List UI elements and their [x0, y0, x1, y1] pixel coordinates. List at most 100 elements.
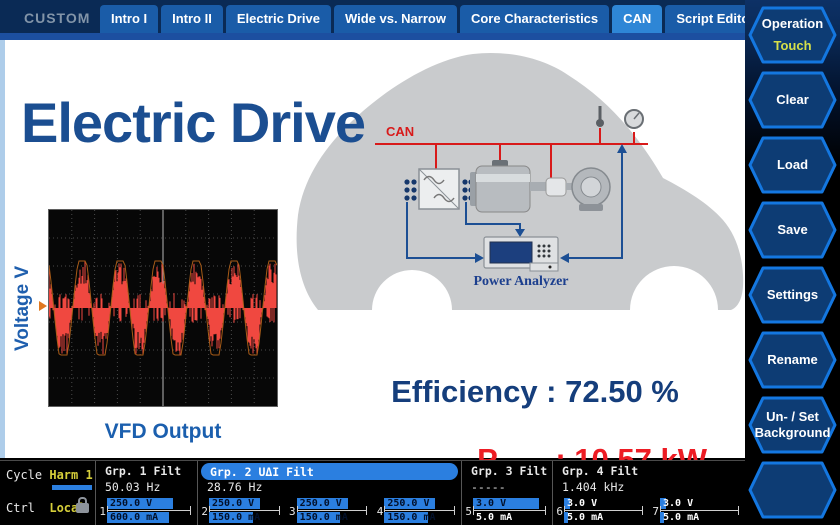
tab-intro-i[interactable]: Intro I — [100, 5, 159, 33]
button-load[interactable]: Load — [748, 136, 837, 194]
range-axis — [564, 506, 643, 515]
group-header[interactable]: Grp. 4 Filt — [562, 464, 639, 478]
tab-can[interactable]: CAN — [612, 5, 663, 33]
electric-motor — [470, 160, 546, 213]
button-label: Un- / Set — [766, 408, 819, 424]
soft-key-panel: Operation Touch Clear Load Save Settings Renam… — [745, 0, 840, 525]
range-axis — [660, 506, 739, 515]
current-range-value: 5.0 mA — [567, 512, 604, 523]
tab-wide-vs-narrow[interactable]: Wide vs. Narrow — [333, 5, 457, 33]
voltage-level-bar — [564, 498, 571, 509]
button-label: Load — [776, 156, 809, 172]
cycle-indicator-bar — [52, 485, 92, 490]
channel-range-lane: 250.0 V 150.0 mA — [384, 497, 456, 525]
shaft-coupling — [545, 177, 576, 197]
channel-number: 6 — [556, 504, 563, 518]
custom-mode-label: CUSTOM — [24, 10, 91, 26]
voltage-range-value: 250.0 V — [110, 498, 153, 509]
scope-trigger-marker-icon — [39, 301, 47, 311]
vfd-waveform-scope — [48, 209, 278, 407]
button-label: Rename — [767, 351, 818, 367]
channel-6-indicator: 6 3.0 V 5.0 mA — [553, 497, 649, 525]
hexagon-shape — [748, 201, 837, 259]
group-frequency: 28.76 Hz — [207, 480, 263, 494]
voltage-level-bar — [296, 498, 348, 509]
cycle-value: Harm 1 — [49, 468, 93, 482]
current-range-value: 600.0 mA — [110, 512, 159, 523]
hexagon-shape — [748, 6, 837, 64]
range-axis — [107, 506, 191, 515]
channel-number: 7 — [652, 504, 659, 518]
voltage-range-value: 250.0 V — [212, 498, 255, 509]
can-label: CAN — [386, 124, 414, 139]
efficiency-value: Efficiency : 72.50 % — [391, 374, 679, 409]
voltage-range-value: 250.0 V — [387, 498, 430, 509]
thermometer-icon — [596, 106, 604, 127]
button-settings[interactable]: Settings — [748, 266, 837, 324]
ctrl-label: Ctrl — [6, 501, 35, 515]
button-clear[interactable]: Clear — [748, 71, 837, 129]
wiring-group-3: Grp. 3 Filt ----- 5 3.0 V 5.0 mA — [461, 461, 552, 525]
voltage-level-bar — [384, 498, 436, 509]
header-bar: CUSTOM Intro I Intro II Electric Drive Wide… — [0, 0, 766, 40]
wiring-group-1: Grp. 1 Filt 50.03 Hz 1 250.0 V 600.0 mA — [95, 461, 197, 525]
channel-number: 3 — [289, 504, 296, 518]
button-save[interactable]: Save — [748, 201, 837, 259]
tab-core-characteristics[interactable]: Core Characteristics — [459, 5, 610, 33]
voltage-level-bar — [107, 498, 173, 509]
hexagon-shape — [748, 266, 837, 324]
channel-number: 4 — [376, 504, 384, 518]
channel-range-lane: 250.0 V 600.0 mA — [107, 497, 191, 525]
group-frequency: 1.404 kHz — [562, 480, 625, 494]
button-sublabel: Touch — [773, 37, 812, 53]
button-blank[interactable] — [748, 461, 837, 519]
channel-range-lane: 3.0 V 5.0 mA — [564, 497, 643, 525]
channel-4-indicator: 4 250.0 V 150.0 mA — [373, 497, 461, 525]
load-machine — [571, 167, 611, 211]
tab-electric-drive[interactable]: Electric Drive — [225, 5, 331, 33]
hexagon-shape — [748, 331, 837, 389]
tab-strip — [0, 33, 745, 40]
measurement-wires — [406, 148, 623, 259]
current-level-bar — [209, 512, 253, 523]
can-bus-line — [375, 128, 648, 180]
button-operation[interactable]: Operation Touch — [748, 6, 837, 64]
current-level-bar — [564, 512, 568, 523]
voltage-level-bar — [660, 498, 667, 509]
tab-intro-ii[interactable]: Intro II — [161, 5, 223, 33]
button-rename[interactable]: Rename — [748, 331, 837, 389]
current-range-value: 5.0 mA — [476, 512, 513, 523]
group-header[interactable]: Grp. 1 Filt — [105, 464, 182, 478]
channel-range-lane: 250.0 V 150.0 mA — [296, 497, 368, 525]
scope-y-axis-label: Voltage V — [12, 265, 33, 351]
voltage-level-bar — [473, 498, 539, 509]
hexagon-shape — [748, 136, 837, 194]
current-level-bar — [107, 512, 170, 523]
channel-7-indicator: 7 3.0 V 5.0 mA — [649, 497, 745, 525]
range-axis — [473, 506, 546, 515]
status-bar: Cycle Harm 1 Ctrl Local Grp. 1 Filt 50.03… — [0, 460, 745, 525]
hexagon-shape — [748, 461, 837, 519]
group-header[interactable]: Grp. 3 Filt — [471, 464, 548, 478]
voltage-range-value: 3.0 V — [663, 498, 694, 509]
voltage-level-bar — [209, 498, 260, 509]
voltage-range-value: 250.0 V — [299, 498, 342, 509]
wiring-group-2: Grp. 2 UΔI Filt 28.76 Hz 2 250.0 V 150.0 mA 3… — [197, 461, 461, 525]
channel-number: 1 — [99, 504, 106, 518]
scope-caption: VFD Output — [104, 420, 222, 443]
current-level-bar — [296, 512, 341, 523]
button-un-set-background[interactable]: Un- / Set Background — [748, 396, 837, 454]
group-frequency: 50.03 Hz — [105, 480, 161, 494]
status-left-block: Cycle Harm 1 Ctrl Local — [0, 461, 95, 525]
channel-1-indicator: 1 250.0 V 600.0 mA — [96, 497, 197, 525]
cycle-label: Cycle — [6, 468, 43, 482]
group-header-selected[interactable]: Grp. 2 UΔI Filt — [201, 463, 458, 480]
channel-number: 5 — [465, 504, 472, 518]
button-label-line2: Background — [754, 425, 831, 440]
power-analyzer — [483, 236, 559, 272]
current-level-bar — [660, 512, 664, 523]
group-frequency: ----- — [471, 480, 506, 494]
button-label: Settings — [766, 286, 819, 302]
lock-icon — [76, 497, 89, 513]
tab-bar: Intro I Intro II Electric Drive Wide vs. Na… — [100, 5, 766, 33]
